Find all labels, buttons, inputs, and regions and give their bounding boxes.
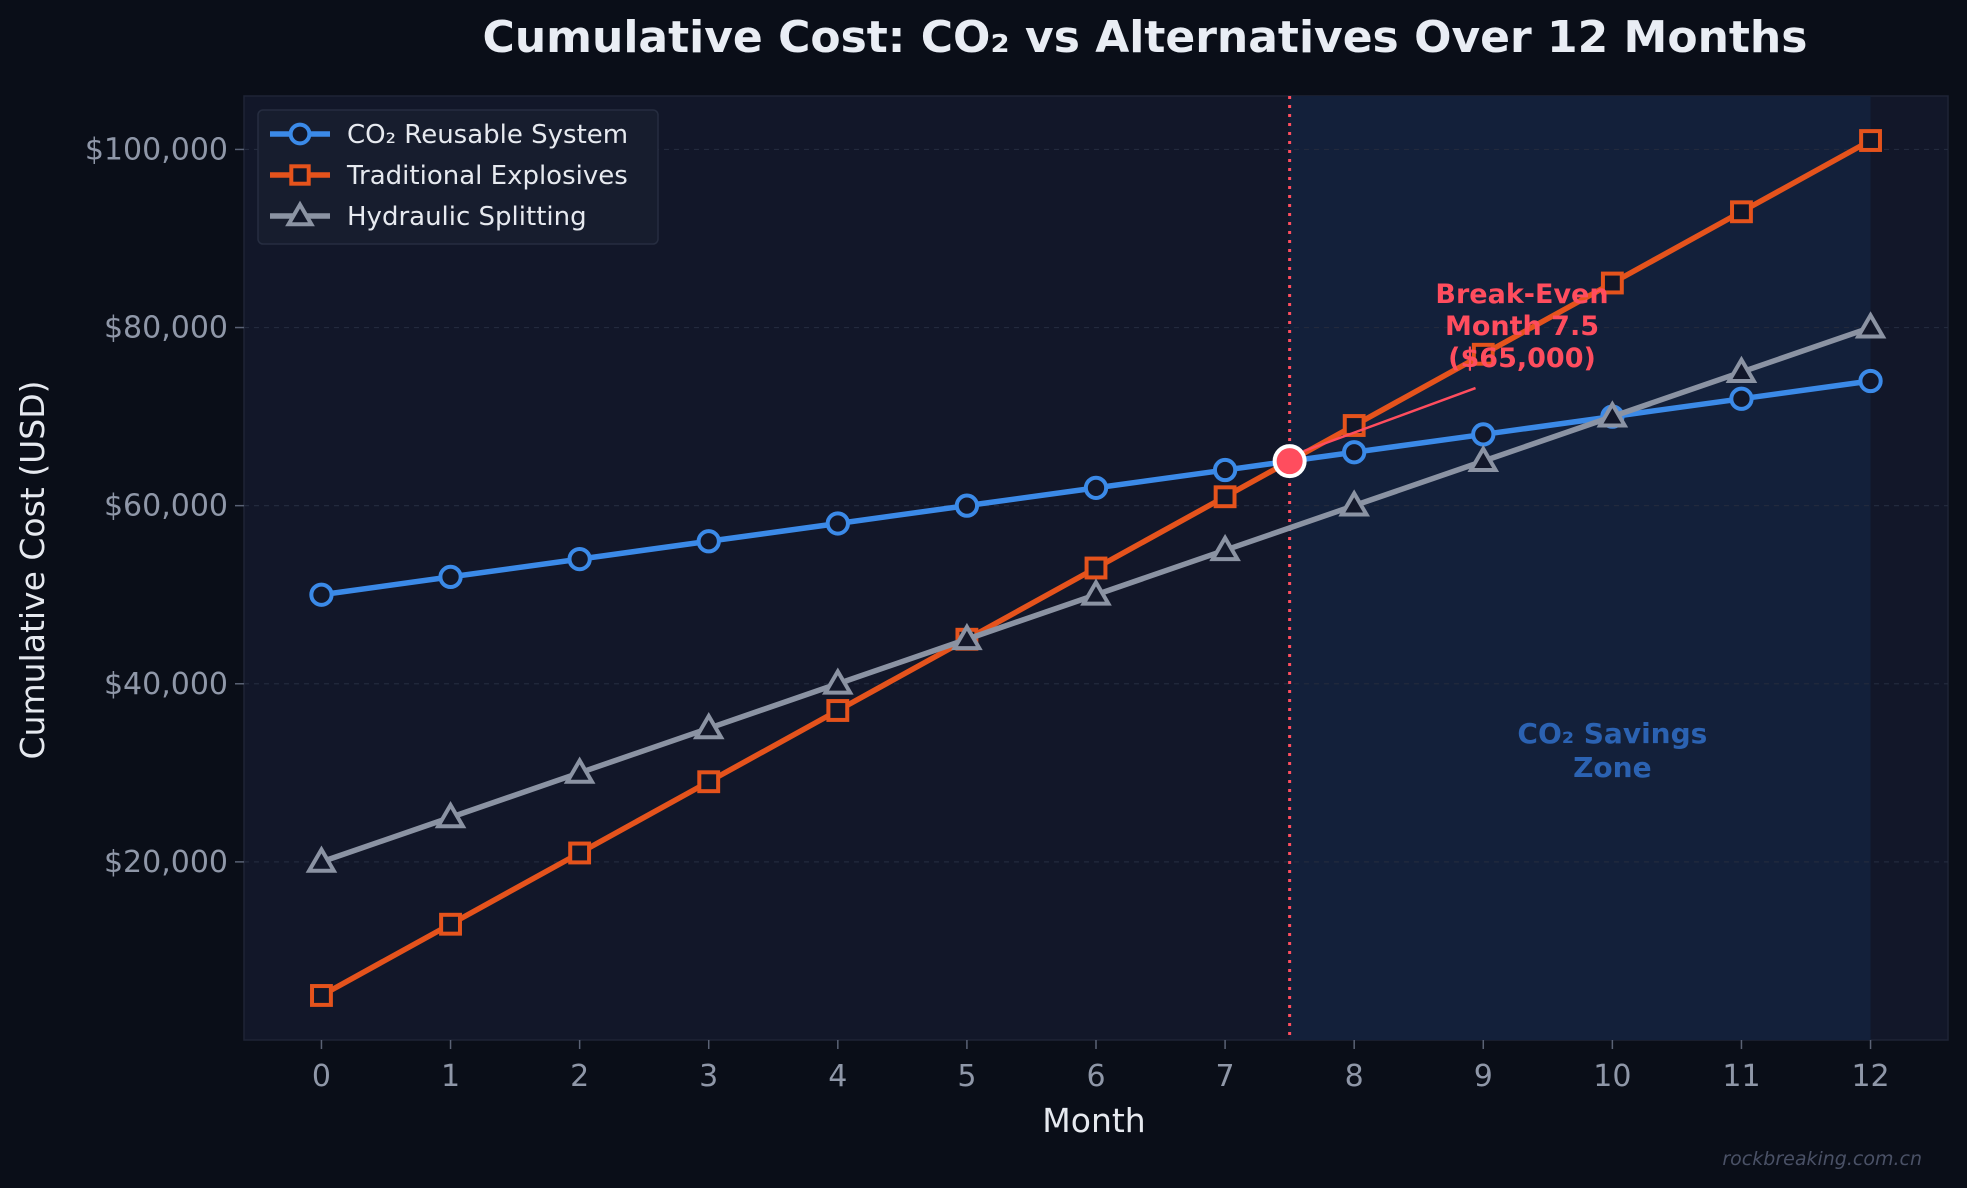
x-tick-label: 5 — [957, 1059, 976, 1094]
data-point — [568, 841, 592, 865]
break-even-label-line: Month 7.5 — [1445, 311, 1599, 342]
data-point — [1083, 475, 1109, 500]
legend-marker — [285, 200, 315, 227]
x-tick-label: 3 — [699, 1059, 718, 1094]
data-point — [696, 529, 721, 554]
data-point — [697, 770, 721, 794]
data-point — [825, 511, 850, 536]
legend-entry: Hydraulic Splitting — [347, 202, 587, 232]
data-point — [1338, 489, 1371, 517]
legend: CO₂ Reusable System Traditional Explosive… — [257, 109, 659, 245]
data-point — [434, 801, 467, 829]
legend-marker — [289, 164, 311, 186]
data-point — [305, 845, 338, 873]
y-axis-label: Cumulative Cost (USD) — [13, 381, 52, 760]
x-tick-label: 10 — [1593, 1059, 1631, 1094]
x-axis-ticks: 0 1 2 3 4 5 6 7 8 9 10 11 12 — [312, 1040, 1890, 1094]
x-tick-label: 2 — [570, 1059, 589, 1094]
legend-marker — [288, 122, 312, 146]
data-point — [1858, 368, 1883, 394]
x-tick-label: 1 — [441, 1059, 460, 1094]
break-even-arrow — [1303, 386, 1476, 453]
data-point — [692, 711, 725, 740]
data-point — [1729, 386, 1754, 411]
x-tick-label: 4 — [828, 1059, 847, 1094]
data-point — [563, 756, 596, 784]
data-point — [951, 622, 983, 651]
data-point — [1730, 200, 1753, 224]
x-tick-label: 7 — [1216, 1059, 1235, 1094]
data-point — [567, 546, 592, 572]
data-point — [1725, 355, 1758, 383]
savings-zone-label-line: Zone — [1573, 751, 1651, 784]
savings-zone-band — [1289, 96, 1871, 1040]
legend-entry: CO₂ Reusable System — [347, 120, 628, 150]
data-point — [438, 564, 463, 590]
x-tick-label: 9 — [1474, 1059, 1493, 1094]
data-point — [1467, 444, 1500, 473]
break-even-label-line: ($65,000) — [1448, 343, 1596, 374]
y-tick-label: $60,000 — [104, 489, 228, 524]
data-point — [309, 582, 334, 607]
break-even-point — [1272, 444, 1307, 479]
y-tick-label: $20,000 — [104, 845, 228, 880]
data-point — [1342, 440, 1367, 465]
y-tick-label: $40,000 — [104, 667, 228, 702]
break-even-label-line: Break-Even — [1435, 279, 1608, 310]
data-point — [1212, 457, 1238, 483]
data-point — [310, 984, 333, 1007]
data-point — [1080, 578, 1112, 606]
series-group — [305, 129, 1887, 1007]
chart-title: Cumulative Cost: CO₂ vs Alternatives Ove… — [483, 12, 1808, 63]
data-point — [1471, 422, 1496, 447]
y-axis-ticks: $20,000 $40,000 $60,000 $80,000 $100,000 — [85, 132, 244, 880]
data-point — [439, 912, 462, 936]
x-tick-label: 11 — [1722, 1059, 1760, 1094]
watermark: rockbreaking.com.cn — [1722, 1148, 1922, 1170]
y-tick-label: $80,000 — [104, 311, 228, 346]
legend-box — [257, 109, 659, 245]
x-tick-label: 12 — [1851, 1059, 1889, 1094]
y-tick-label: $100,000 — [85, 132, 228, 167]
data-point — [1596, 400, 1629, 428]
series-triangle — [305, 311, 1887, 873]
data-point — [826, 699, 850, 722]
x-tick-label: 6 — [1086, 1059, 1105, 1094]
data-point — [1209, 533, 1241, 562]
data-point — [821, 667, 854, 695]
x-axis-label: Month — [1042, 1101, 1145, 1140]
x-tick-label: 8 — [1345, 1059, 1364, 1094]
data-point — [954, 493, 980, 518]
data-point — [1600, 271, 1624, 295]
data-point — [1859, 129, 1882, 152]
savings-zone-label-line: CO₂ Savings — [1517, 717, 1707, 750]
x-tick-label: 0 — [312, 1059, 331, 1094]
legend-entry: Traditional Explosives — [346, 161, 628, 191]
data-point — [1084, 556, 1108, 580]
data-point — [1854, 311, 1887, 339]
data-point — [1471, 342, 1495, 366]
data-point — [1213, 485, 1237, 509]
